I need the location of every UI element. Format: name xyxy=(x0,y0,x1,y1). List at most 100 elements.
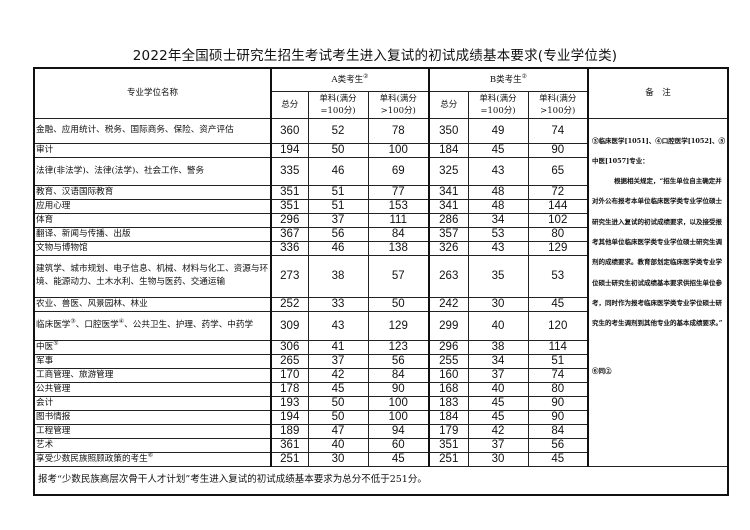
score-a-single-100: 40 xyxy=(307,437,369,453)
major-name: 军事 xyxy=(33,353,272,369)
score-a-single-gt100: 84 xyxy=(367,226,430,242)
score-b-single-gt100: 120 xyxy=(527,310,589,341)
remark-p1: ③临床医学[1051]、④口腔医学[1052]、⑤中医[1057]专业： xyxy=(592,136,725,165)
major-name: 工商管理、旅游管理 xyxy=(33,367,272,383)
score-a-total: 296 xyxy=(270,212,309,228)
table-row: 中医⑤ 306 41 123 296 38 114 xyxy=(33,339,728,355)
major-name: 享受少数民族照顾政策的考生⑥ xyxy=(33,451,272,467)
score-a-single-100: 50 xyxy=(307,142,369,158)
table-row: 农业、兽医、风景园林、林业 252 33 50 242 30 45 xyxy=(33,296,728,312)
major-name: 会计 xyxy=(33,395,272,411)
score-a-total: 273 xyxy=(270,254,309,298)
score-a-single-gt100: 50 xyxy=(367,296,430,312)
table-row: 工商管理、旅游管理 170 42 84 160 37 74 xyxy=(33,367,728,383)
score-b-single-gt100: 80 xyxy=(527,381,589,397)
score-b-total: 350 xyxy=(428,117,469,144)
major-name: 公共管理 xyxy=(33,381,272,397)
score-a-single-100: 38 xyxy=(307,254,369,298)
score-b-total: 179 xyxy=(428,423,469,439)
score-b-single-100: 43 xyxy=(467,156,529,186)
score-b-single-100: 37 xyxy=(467,367,529,383)
score-a-single-gt100: 100 xyxy=(367,395,430,411)
score-a-total: 194 xyxy=(270,142,309,158)
score-b-single-100: 30 xyxy=(467,296,529,312)
score-a-single-gt100: 111 xyxy=(367,212,430,228)
score-b-single-gt100: 74 xyxy=(527,117,589,144)
score-b-total: 168 xyxy=(428,381,469,397)
major-name: 法律(非法学)、法律(法学)、社会工作、警务 xyxy=(33,156,272,186)
score-b-single-100: 48 xyxy=(467,198,529,214)
score-b-single-100: 49 xyxy=(467,117,529,144)
table-row: 翻译、新闻与传播、出版 367 56 84 357 53 80 xyxy=(33,226,728,242)
score-a-single-gt100: 45 xyxy=(367,451,430,467)
score-b-single-gt100: 65 xyxy=(527,156,589,186)
score-b-total: 184 xyxy=(428,409,469,425)
header-a-single-100: 单科(满分=100分) xyxy=(307,90,369,119)
page-title: 2022年全国硕士研究生招生考试考生进入复试的初试成绩基本要求(专业学位类) xyxy=(132,48,618,64)
score-b-single-100: 35 xyxy=(467,254,529,298)
score-b-single-gt100: 102 xyxy=(527,212,589,228)
score-b-single-gt100: 53 xyxy=(527,254,589,298)
score-a-single-100: 50 xyxy=(307,395,369,411)
score-table: 专业学位名称 A类考生② B类考生② 备 注 总分 单科(满分=100分) 单科… xyxy=(33,67,729,496)
score-b-total: 325 xyxy=(428,156,469,186)
score-a-single-100: 41 xyxy=(307,339,369,355)
score-a-single-gt100: 100 xyxy=(367,409,430,425)
score-b-single-gt100: 84 xyxy=(527,423,589,439)
score-a-total: 361 xyxy=(270,437,309,453)
remarks-cell: ③临床医学[1051]、④口腔医学[1052]、⑤中医[1057]专业： 根据相关… xyxy=(587,117,729,467)
score-a-single-100: 37 xyxy=(307,212,369,228)
score-b-single-100: 37 xyxy=(467,437,529,453)
major-name: 教育、汉语国际教育 xyxy=(33,184,272,200)
score-b-single-100: 40 xyxy=(467,381,529,397)
score-b-total: 341 xyxy=(428,198,469,214)
score-a-single-gt100: 56 xyxy=(367,353,430,369)
score-a-total: 193 xyxy=(270,395,309,411)
table-row: 文物与博物馆 336 46 138 326 43 129 xyxy=(33,240,728,256)
score-a-total: 194 xyxy=(270,409,309,425)
score-a-total: 360 xyxy=(270,117,309,144)
score-a-single-gt100: 138 xyxy=(367,240,430,256)
score-b-total: 351 xyxy=(428,437,469,453)
score-a-single-100: 43 xyxy=(307,310,369,341)
score-b-single-100: 38 xyxy=(467,339,529,355)
score-b-single-gt100: 144 xyxy=(527,198,589,214)
score-a-single-100: 51 xyxy=(307,184,369,200)
score-b-single-gt100: 45 xyxy=(527,296,589,312)
score-b-total: 255 xyxy=(428,353,469,369)
score-b-single-gt100: 56 xyxy=(527,437,589,453)
remark-p2: 根据相关规定，“招生单位自主确定并对外公布报考本单位临床医学类专业学位硕士研究生… xyxy=(592,177,723,328)
score-b-total: 357 xyxy=(428,226,469,242)
score-a-single-100: 33 xyxy=(307,296,369,312)
score-b-single-gt100: 45 xyxy=(527,451,589,467)
score-b-single-gt100: 74 xyxy=(527,367,589,383)
score-a-single-100: 42 xyxy=(307,367,369,383)
score-a-single-gt100: 78 xyxy=(367,117,430,144)
score-a-total: 335 xyxy=(270,156,309,186)
major-name: 建筑学、城市规划、电子信息、机械、材料与化工、资源与环境、能源动力、土木水利、生… xyxy=(33,254,272,298)
score-b-total: 341 xyxy=(428,184,469,200)
score-b-single-100: 40 xyxy=(467,310,529,341)
table-row: 临床医学③、口腔医学④、公共卫生、护理、药学、中药学 309 43 129 299 40 1… xyxy=(33,310,728,341)
major-name: 审计 xyxy=(33,142,272,158)
score-a-total: 251 xyxy=(270,451,309,467)
score-a-single-gt100: 123 xyxy=(367,339,430,355)
score-b-single-100: 45 xyxy=(467,395,529,411)
score-a-single-gt100: 94 xyxy=(367,423,430,439)
score-a-total: 309 xyxy=(270,310,309,341)
score-b-single-100: 34 xyxy=(467,212,529,228)
score-b-total: 296 xyxy=(428,339,469,355)
score-a-single-100: 50 xyxy=(307,409,369,425)
footer-note: 报考“少数民族高层次骨干人才计划”考生进入复试的初试成绩基本要求为总分不低于25… xyxy=(33,465,729,496)
major-name: 中医⑤ xyxy=(33,339,272,355)
score-a-total: 336 xyxy=(270,240,309,256)
table-row: 应用心理 351 51 153 341 48 144 xyxy=(33,198,728,214)
score-b-total: 242 xyxy=(428,296,469,312)
score-a-single-100: 47 xyxy=(307,423,369,439)
table-row: 金融、应用统计、税务、国际商务、保险、资产评估 360 52 78 350 49 74 ③临床… xyxy=(33,117,729,467)
score-a-single-gt100: 129 xyxy=(367,310,430,341)
header-group-b: B类考生② xyxy=(428,67,589,92)
score-a-single-gt100: 84 xyxy=(367,367,430,383)
score-b-single-100: 53 xyxy=(467,226,529,242)
score-a-single-gt100: 60 xyxy=(367,437,430,453)
